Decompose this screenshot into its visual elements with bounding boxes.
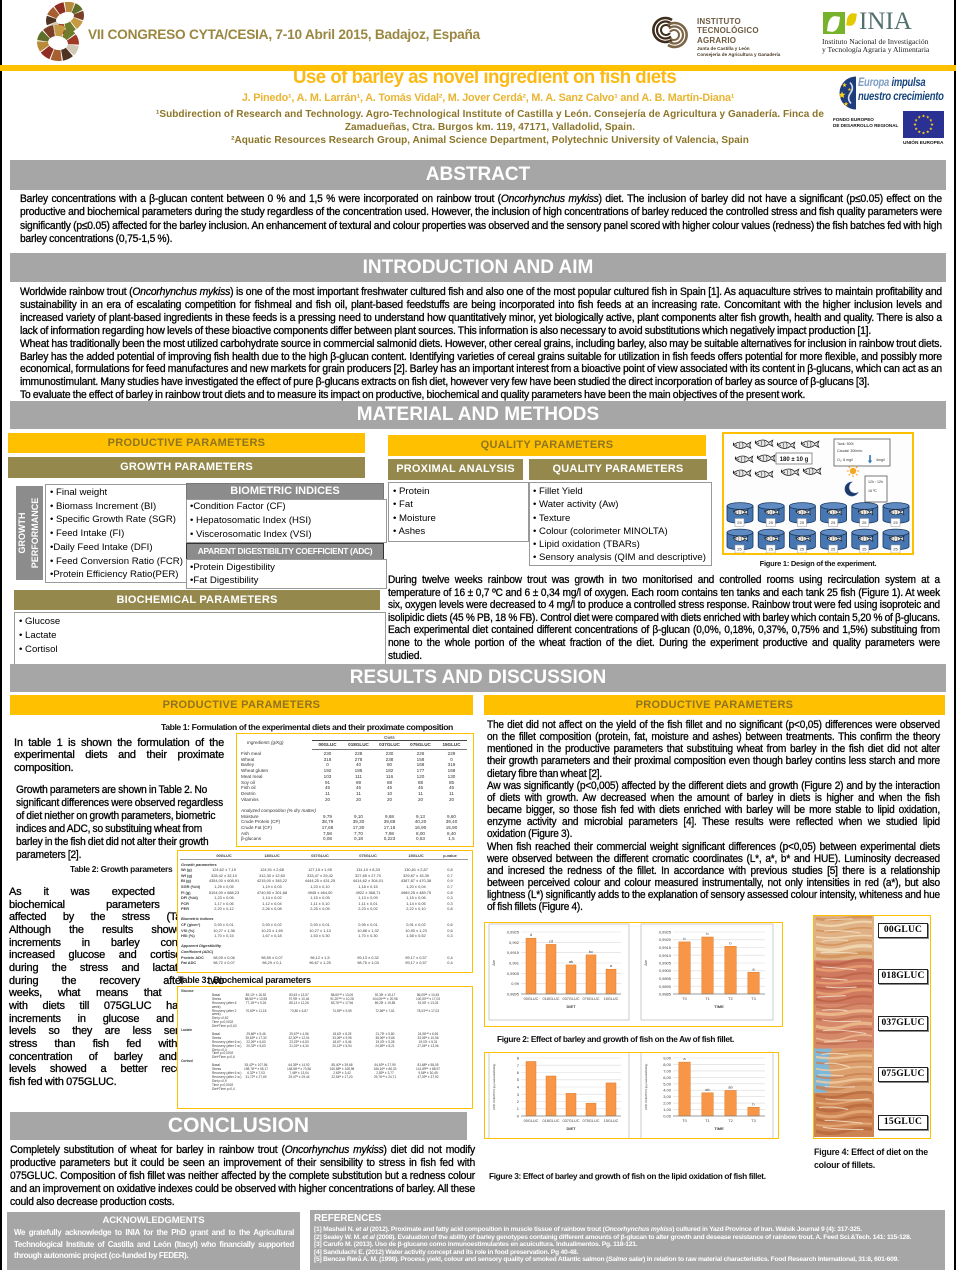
- svg-text:3: 3: [517, 1092, 520, 1097]
- svg-text:a: a: [752, 966, 755, 971]
- svg-text:0,9895: 0,9895: [659, 976, 672, 981]
- svg-text:018GLUC: 018GLUC: [543, 997, 560, 1001]
- svg-text:7: 7: [517, 1063, 520, 1068]
- svg-text:8,00: 8,00: [663, 1062, 672, 1067]
- svg-text:075GLUC: 075GLUC: [583, 997, 600, 1001]
- svg-text:TIME: TIME: [714, 1126, 724, 1131]
- svg-text:b: b: [683, 936, 686, 941]
- svg-text:d: d: [530, 932, 532, 937]
- svg-text:6: 6: [517, 1070, 520, 1075]
- svg-text:T3: T3: [751, 997, 755, 1001]
- svg-text:1,00: 1,00: [663, 1107, 672, 1112]
- svg-text:0: 0: [517, 1114, 520, 1119]
- svg-text:T3: T3: [751, 1119, 755, 1123]
- svg-text:0,9925: 0,9925: [659, 930, 672, 935]
- svg-text:b: b: [729, 940, 732, 945]
- svg-text:25: 25: [737, 520, 742, 525]
- svg-text:0,9905: 0,9905: [659, 961, 672, 966]
- svg-text:b: b: [706, 931, 709, 936]
- svg-text:4,00: 4,00: [663, 1088, 672, 1093]
- svg-text:ab: ab: [569, 959, 574, 964]
- svg-text:25: 25: [768, 547, 773, 552]
- svg-text:0,9905: 0,9905: [507, 971, 520, 976]
- svg-text:2: 2: [517, 1099, 520, 1104]
- svg-text:180 ± 10 g: 180 ± 10 g: [780, 457, 809, 463]
- svg-text:6,00: 6,00: [663, 1075, 672, 1080]
- svg-text:5: 5: [517, 1077, 520, 1082]
- svg-text:15GLUC: 15GLUC: [604, 1119, 619, 1123]
- svg-text:T1: T1: [705, 997, 709, 1001]
- svg-text:8: 8: [517, 1056, 520, 1061]
- svg-text:ab: ab: [705, 1087, 710, 1092]
- svg-text:bc: bc: [589, 949, 593, 954]
- svg-text:25: 25: [737, 547, 742, 552]
- svg-text:4: 4: [517, 1085, 520, 1090]
- svg-text:0,9915: 0,9915: [507, 950, 520, 955]
- svg-text:037GLUC: 037GLUC: [563, 1119, 580, 1123]
- svg-text:0,99: 0,99: [511, 981, 520, 986]
- svg-text:7,00: 7,00: [663, 1068, 672, 1073]
- svg-text:LIPID OXIDATION (µg malonaldeh: LIPID OXIDATION (µg malonaldehide/g): [492, 1064, 496, 1111]
- svg-text:25: 25: [862, 520, 867, 525]
- svg-text:25: 25: [893, 547, 898, 552]
- svg-text:0,9925: 0,9925: [507, 930, 520, 935]
- svg-text:0,9885: 0,9885: [659, 992, 672, 997]
- svg-text:5,00: 5,00: [663, 1081, 672, 1086]
- svg-text:T0: T0: [682, 1119, 686, 1123]
- svg-text:25: 25: [831, 547, 836, 552]
- svg-text:T0: T0: [682, 997, 686, 1001]
- svg-text:0,9910: 0,9910: [659, 953, 672, 958]
- svg-text:0,992: 0,992: [509, 940, 520, 945]
- svg-text:0,991: 0,991: [509, 961, 520, 966]
- svg-text:LIPID OXIDATION (µg malonaldeh: LIPID OXIDATION (µg malonaldehide/g): [644, 1064, 648, 1111]
- svg-text:Aw: Aw: [643, 960, 648, 966]
- svg-text:T2: T2: [728, 997, 732, 1001]
- svg-text:0,9895: 0,9895: [507, 992, 520, 997]
- svg-text:15GLUC: 15GLUC: [604, 997, 619, 1001]
- svg-text:DIET: DIET: [566, 1126, 576, 1131]
- svg-text:16 ºC: 16 ºC: [868, 489, 877, 493]
- svg-text:25: 25: [893, 520, 898, 525]
- svg-text:Caudal: 30l/min.: Caudal: 30l/min.: [837, 449, 863, 453]
- svg-text:25: 25: [800, 520, 805, 525]
- svg-text:075GLUC: 075GLUC: [583, 1119, 600, 1123]
- svg-text:25: 25: [768, 520, 773, 525]
- svg-text:00GLUC: 00GLUC: [524, 997, 539, 1001]
- svg-text:1: 1: [517, 1106, 520, 1111]
- svg-text:b: b: [752, 1101, 755, 1106]
- svg-text:ab: ab: [728, 1085, 733, 1090]
- svg-text:9,00: 9,00: [663, 1056, 672, 1061]
- svg-text:2,00: 2,00: [663, 1101, 672, 1106]
- svg-text:T1: T1: [705, 1119, 709, 1123]
- svg-text:3,00: 3,00: [663, 1094, 672, 1099]
- svg-text:00GLUC: 00GLUC: [524, 1119, 539, 1123]
- svg-text:T2: T2: [728, 1119, 732, 1123]
- svg-text:12h : 12h: 12h : 12h: [868, 480, 883, 484]
- svg-text:25: 25: [862, 547, 867, 552]
- svg-text:25: 25: [831, 520, 836, 525]
- svg-text:018GLUC: 018GLUC: [543, 1119, 560, 1123]
- svg-text:25: 25: [800, 547, 805, 552]
- svg-text:0,9915: 0,9915: [659, 945, 672, 950]
- svg-text:DIET: DIET: [566, 1004, 576, 1009]
- svg-text:TIME: TIME: [714, 1004, 724, 1009]
- svg-text:Aw: Aw: [491, 960, 496, 966]
- svg-text:037GLUC: 037GLUC: [563, 997, 580, 1001]
- svg-text:0,9900: 0,9900: [659, 968, 672, 973]
- svg-text:O₂: 8 mg/l: O₂: 8 mg/l: [837, 458, 853, 462]
- svg-text:a: a: [683, 1056, 686, 1061]
- svg-text:4mg/l: 4mg/l: [876, 458, 885, 462]
- svg-text:a: a: [610, 963, 613, 968]
- svg-text:Tank: 500l: Tank: 500l: [837, 442, 854, 446]
- svg-text:0,9920: 0,9920: [659, 937, 672, 942]
- svg-text:0,00: 0,00: [663, 1114, 672, 1119]
- svg-text:0,9890: 0,9890: [659, 984, 672, 989]
- svg-text:cd: cd: [549, 938, 553, 943]
